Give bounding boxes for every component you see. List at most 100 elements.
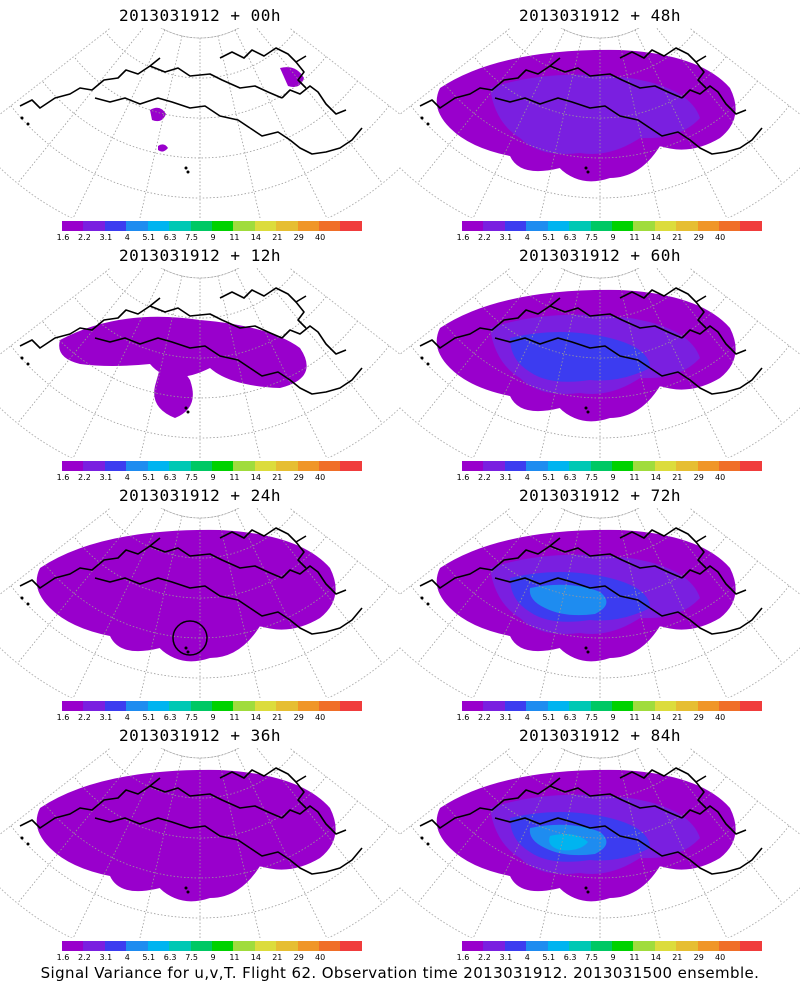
color-scale-tick-label: 21 [672,233,683,242]
color-scale-tick-label: 14 [250,233,261,242]
color-scale-swatch [147,461,170,471]
coastline [419,777,561,829]
coastline-layer [419,767,763,875]
color-scale-swatch [126,221,148,231]
latitude-circle [473,536,727,599]
color-scale-swatch [590,941,612,951]
island-dot [584,406,588,410]
color-scale-swatch [504,221,527,231]
latitude-circle [73,296,327,359]
color-scale-swatch [654,941,677,951]
variance-contour-fill [150,107,166,122]
color-scale-tick-label: 9 [210,473,216,482]
island-markers [420,596,590,654]
figure-caption: Signal Variance for u,v,T. Flight 62. Ob… [40,964,760,982]
color-scale-labels: 1.6 2.2 3.1 4 5.1 6.3 7.5 9 11 14 21 29 40 [57,713,362,725]
latitude-circle [505,751,695,799]
color-scale-tick-label: 6.3 [163,473,177,482]
coastline [249,847,363,875]
color-scale-swatch [654,701,677,711]
color-scale-swatch [104,701,127,711]
color-scale-tick-label: 6.3 [163,233,177,242]
latitude-circle [105,31,295,79]
coastline [281,805,347,835]
color-scale-tick-label: 5.1 [542,233,556,242]
color-scale-swatch [676,941,698,951]
color-scale-tick-label: 2.2 [478,233,491,242]
color-scale-tick-label: 5.1 [542,713,556,722]
coastline [295,541,307,569]
color-scale-tick-label: 5.1 [142,233,156,242]
coastline [649,847,763,875]
island-dot [584,646,588,650]
color-scale-tick-label: 40 [315,953,326,962]
color-scale-tick-label: 40 [715,233,726,242]
latitude-circle [105,751,295,799]
latitude-circle [410,585,790,679]
color-scale-tick-label: 1.6 [56,473,70,482]
coastline [695,781,707,809]
color-scale-tick-label: 29 [293,713,304,722]
color-scale-bar [462,941,762,951]
map-fill-layer [436,529,736,662]
color-scale-swatch [697,701,720,711]
color-scale-swatch [654,461,677,471]
panel-title: 2013031912 + 24h [118,486,282,505]
color-scale-tick-label: 29 [693,953,704,962]
color-scale-bar [62,221,362,231]
color-scale-swatch [740,461,762,471]
color-scale-swatch [590,461,612,471]
color-scale-tick-label: 3.1 [99,233,113,242]
map-fill-layer [436,289,736,422]
color-scale-tick-label: 4 [524,713,530,722]
color-scale-swatch [319,461,341,471]
color-scale-tick-label: 2.2 [78,713,91,722]
coastline [94,817,251,849]
color-scale-tick-label: 14 [250,473,261,482]
color-scale-tick-label: 4 [524,953,530,962]
map-panel: 2013031912 + 00h 1.6 2.2 3.1 4 5.1 6.3 7.5 9 11 14… [0,0,400,245]
color-scale-bar [462,701,762,711]
map-fill-layer [36,769,336,902]
coastline [281,325,347,355]
color-scale-swatch [547,941,570,951]
color-scale-swatch [633,221,655,231]
color-scale-swatch [719,941,741,951]
graticule [0,28,400,218]
island-dot [20,356,24,360]
island-dot [584,166,588,170]
color-scale-swatch [62,221,84,231]
color-scale-swatch [147,221,170,231]
color-scale-swatch [719,701,741,711]
color-scale-tick-label: 21 [672,713,683,722]
coastline-layer [19,767,363,875]
coastline-layer [19,527,363,635]
color-scale-swatch [462,221,484,231]
color-scale-swatch [569,461,591,471]
color-scale-swatch [169,221,191,231]
color-scale-bar [62,701,362,711]
island-dot [186,650,190,654]
coastline [419,297,561,349]
meridian-line [139,35,183,218]
coastline [695,541,707,569]
panel-title: 2013031912 + 36h [118,726,282,745]
island-markers [20,356,190,414]
map-panel: 2013031912 + 24h 1.6 2.2 3.1 4 5.1 6.3 7.5 9 11 14… [0,480,400,725]
coastline [19,297,161,349]
map-panel: 2013031912 + 48h 1.6 2.2 3.1 4 5.1 6.3 7.5 9 11 14… [400,0,800,245]
meridian-line [0,28,112,115]
panel-title: 2013031912 + 00h [118,6,282,25]
island-markers [20,116,190,174]
color-scale-tick-label: 40 [715,713,726,722]
color-scale-swatch [462,461,484,471]
latitude-circle [473,296,727,359]
map-boundary [400,748,800,938]
color-scale-labels: 1.6 2.2 3.1 4 5.1 6.3 7.5 9 11 14 21 29 40 [57,233,362,245]
meridian-line [634,749,728,938]
coastline [494,97,651,129]
panel-title: 2013031912 + 48h [518,6,682,25]
coastline [295,61,307,89]
color-scale-tick-label: 5.1 [142,713,156,722]
meridian-line [72,29,166,218]
